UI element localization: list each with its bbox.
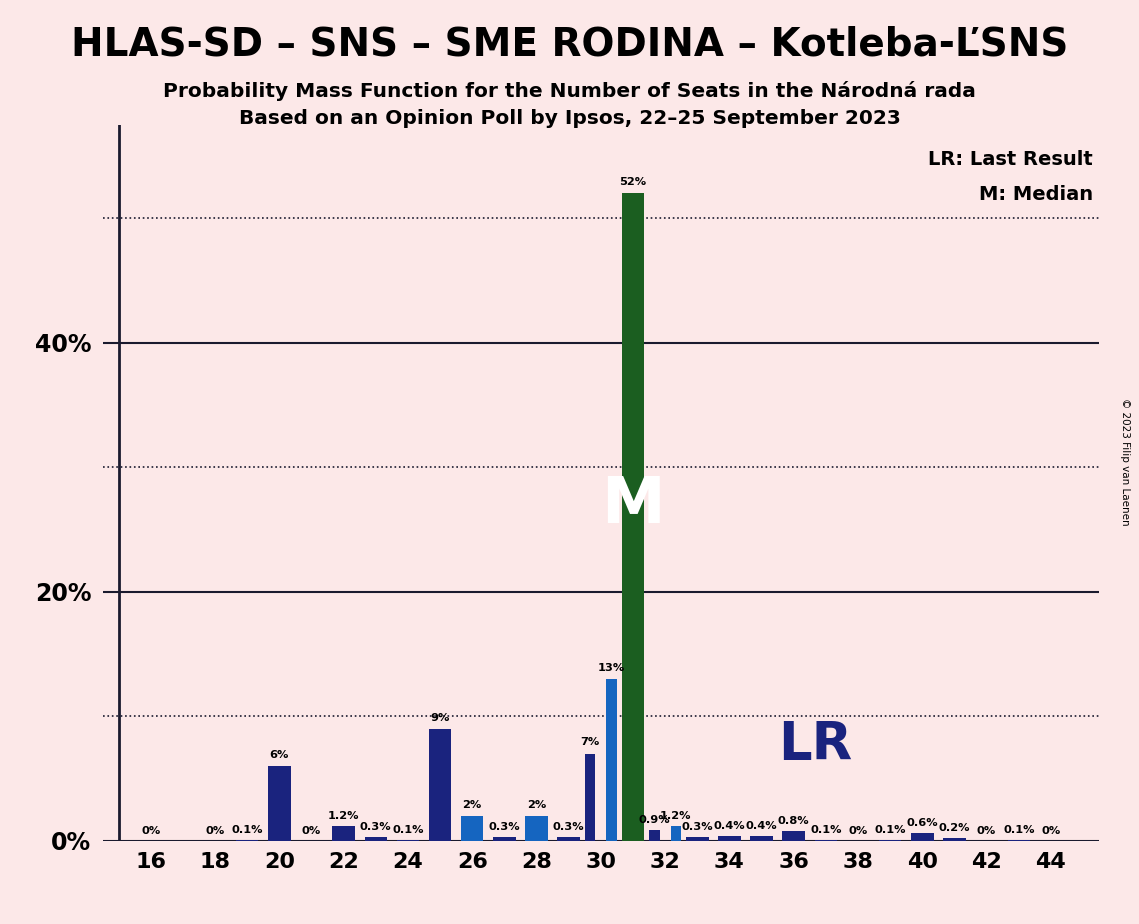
Bar xyxy=(268,766,290,841)
Bar xyxy=(584,754,596,841)
Text: 0.8%: 0.8% xyxy=(778,816,810,826)
Bar xyxy=(719,836,740,841)
Bar xyxy=(686,837,708,841)
Text: 0%: 0% xyxy=(977,826,997,836)
Text: 9%: 9% xyxy=(431,712,450,723)
Text: 1.2%: 1.2% xyxy=(328,811,360,821)
Text: Based on an Opinion Poll by Ipsos, 22–25 September 2023: Based on an Opinion Poll by Ipsos, 22–25… xyxy=(238,109,901,128)
Text: 7%: 7% xyxy=(581,737,599,748)
Bar xyxy=(943,838,966,841)
Text: HLAS-SD – SNS – SME RODINA – Kotleba-ĽSNS: HLAS-SD – SNS – SME RODINA – Kotleba-ĽSN… xyxy=(71,26,1068,64)
Text: 0%: 0% xyxy=(1041,826,1060,836)
Bar xyxy=(782,831,805,841)
Bar xyxy=(911,833,934,841)
Text: 0.6%: 0.6% xyxy=(907,819,939,829)
Text: 52%: 52% xyxy=(620,177,647,187)
Bar xyxy=(751,836,773,841)
Text: 0.3%: 0.3% xyxy=(360,822,392,833)
Text: 0.2%: 0.2% xyxy=(939,823,970,833)
Text: 0.1%: 0.1% xyxy=(392,824,424,834)
Text: LR: LR xyxy=(778,719,852,771)
Text: 6%: 6% xyxy=(270,750,289,760)
Text: 0.3%: 0.3% xyxy=(681,822,713,833)
Text: 0%: 0% xyxy=(205,826,224,836)
Bar xyxy=(364,837,387,841)
Text: 1.2%: 1.2% xyxy=(661,811,691,821)
Bar xyxy=(461,816,483,841)
Text: M: M xyxy=(601,474,665,536)
Text: 0.9%: 0.9% xyxy=(639,815,670,824)
Bar xyxy=(606,679,617,841)
Text: 0.1%: 0.1% xyxy=(231,824,263,834)
Text: 0%: 0% xyxy=(141,826,161,836)
Bar xyxy=(236,840,259,841)
Text: 2%: 2% xyxy=(462,799,482,809)
Bar xyxy=(525,816,548,841)
Text: 0%: 0% xyxy=(302,826,321,836)
Text: 0.3%: 0.3% xyxy=(489,822,521,833)
Text: 0.3%: 0.3% xyxy=(552,822,584,833)
Text: 13%: 13% xyxy=(598,663,625,673)
Text: 0.1%: 0.1% xyxy=(875,824,906,834)
Bar xyxy=(396,840,419,841)
Text: LR: Last Result: LR: Last Result xyxy=(928,150,1092,169)
Text: Probability Mass Function for the Number of Seats in the Národná rada: Probability Mass Function for the Number… xyxy=(163,81,976,102)
Text: 0.4%: 0.4% xyxy=(714,821,745,831)
Bar xyxy=(879,840,901,841)
Bar xyxy=(428,729,451,841)
Bar xyxy=(557,837,580,841)
Bar xyxy=(622,193,645,841)
Text: 0.1%: 0.1% xyxy=(810,824,842,834)
Bar xyxy=(814,840,837,841)
Text: 0.1%: 0.1% xyxy=(1003,824,1034,834)
Text: M: Median: M: Median xyxy=(978,185,1092,203)
Bar xyxy=(333,826,355,841)
Bar xyxy=(1008,840,1030,841)
Bar xyxy=(649,830,659,841)
Bar xyxy=(493,837,516,841)
Text: © 2023 Filip van Laenen: © 2023 Filip van Laenen xyxy=(1121,398,1130,526)
Text: 0%: 0% xyxy=(849,826,868,836)
Text: 2%: 2% xyxy=(527,799,546,809)
Bar xyxy=(671,826,681,841)
Text: 0.4%: 0.4% xyxy=(746,821,778,831)
